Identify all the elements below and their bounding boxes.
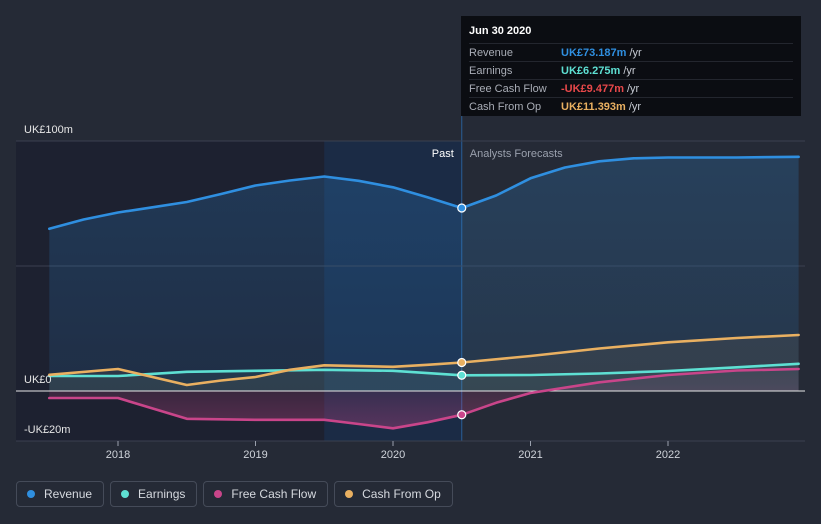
cash-from-op-dot-icon <box>345 490 354 498</box>
free-cash-flow-area <box>49 369 799 429</box>
tooltip-unit: /yr <box>628 100 642 113</box>
tooltip-unit: /yr <box>629 46 642 59</box>
legend-item-revenue[interactable]: Revenue <box>16 481 105 507</box>
tooltip-label: Cash From Op <box>469 100 542 113</box>
tooltip-unit: /yr <box>626 82 640 95</box>
legend-label: Free Cash Flow <box>231 487 317 501</box>
legend: Revenue Earnings Free Cash Flow Cash Fro… <box>16 481 453 507</box>
revenue-marker <box>457 203 467 213</box>
x-tick-label: 2018 <box>106 449 130 461</box>
legend-label: Revenue <box>44 487 93 501</box>
tooltip-label: Earnings <box>469 64 513 77</box>
free-cash-flow-dot-icon <box>214 490 223 498</box>
tooltip-label: Free Cash Flow <box>469 82 547 95</box>
y-tick-label: -UK£20m <box>24 424 70 436</box>
x-tick-label: 2019 <box>243 449 267 461</box>
earnings-area <box>49 363 799 391</box>
tooltip-row-cash-from-op: Cash From Op UK£11.393m /yr <box>469 97 793 115</box>
y-tick-label: UK£100m <box>24 124 73 136</box>
tooltip-row-revenue: Revenue UK£73.187m /yr <box>469 43 793 61</box>
free-cash-flow-line <box>48 367 800 430</box>
revenue-area <box>49 156 799 391</box>
cash-from-op-area <box>49 335 799 391</box>
revenue-dot-icon <box>27 490 35 498</box>
legend-item-free-cash-flow[interactable]: Free Cash Flow <box>203 481 329 507</box>
tooltip-date: Jun 30 2020 <box>469 25 532 37</box>
free-cash-flow-marker <box>457 410 467 420</box>
tooltip-unit: /yr <box>623 64 636 77</box>
past-label: Past <box>432 148 454 160</box>
hover-tooltip: Jun 30 2020 Revenue UK£73.187m /yr Earni… <box>461 16 801 116</box>
tooltip-row-free-cash-flow: Free Cash Flow -UK£9.477m /yr <box>469 79 793 97</box>
tooltip-value: UK£6.275m <box>561 64 621 77</box>
tooltip-label: Revenue <box>469 46 514 59</box>
x-tick-label: 2020 <box>381 449 405 461</box>
earnings-line <box>48 362 800 378</box>
legend-label: Cash From Op <box>362 487 441 501</box>
tooltip-value: UK£11.393m <box>561 100 626 113</box>
x-tick-label: 2022 <box>656 449 680 461</box>
x-tick-label: 2021 <box>518 449 542 461</box>
tooltip-value: UK£73.187m <box>561 46 627 59</box>
revenue-line <box>48 155 800 231</box>
cash-from-op-marker <box>457 357 467 368</box>
forecast-label: Analysts Forecasts <box>470 148 563 160</box>
tooltip-row-earnings: Earnings UK£6.275m /yr <box>469 61 793 79</box>
legend-label: Earnings <box>138 487 186 501</box>
legend-item-cash-from-op[interactable]: Cash From Op <box>334 481 453 507</box>
cash-from-op-line <box>48 333 800 387</box>
legend-item-earnings[interactable]: Earnings <box>110 481 198 507</box>
earnings-dot-icon <box>121 490 130 498</box>
earnings-marker <box>457 370 467 380</box>
tooltip-value: -UK£9.477m <box>561 82 624 95</box>
y-tick-label: UK£0 <box>24 374 52 386</box>
